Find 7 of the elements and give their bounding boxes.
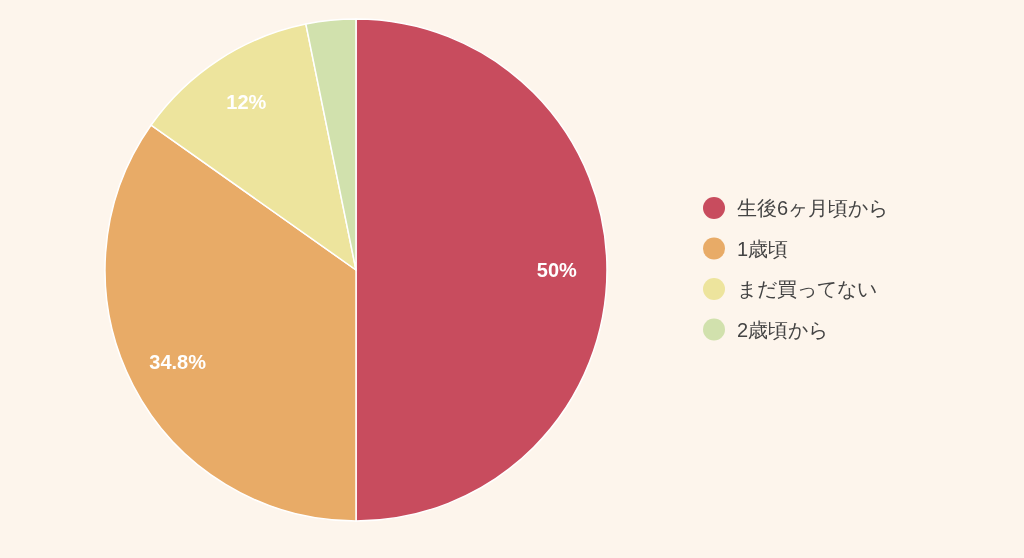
legend-label: 生後6ヶ月頃から — [737, 197, 889, 219]
legend-label: まだ買ってない — [737, 278, 877, 300]
legend-label: 1歳頃 — [737, 237, 789, 260]
data-label: 34.8% — [149, 351, 207, 374]
data-label: 12% — [226, 90, 267, 113]
legend-label: 2歳頃から — [737, 318, 829, 341]
data-label: 50% — [536, 259, 578, 281]
